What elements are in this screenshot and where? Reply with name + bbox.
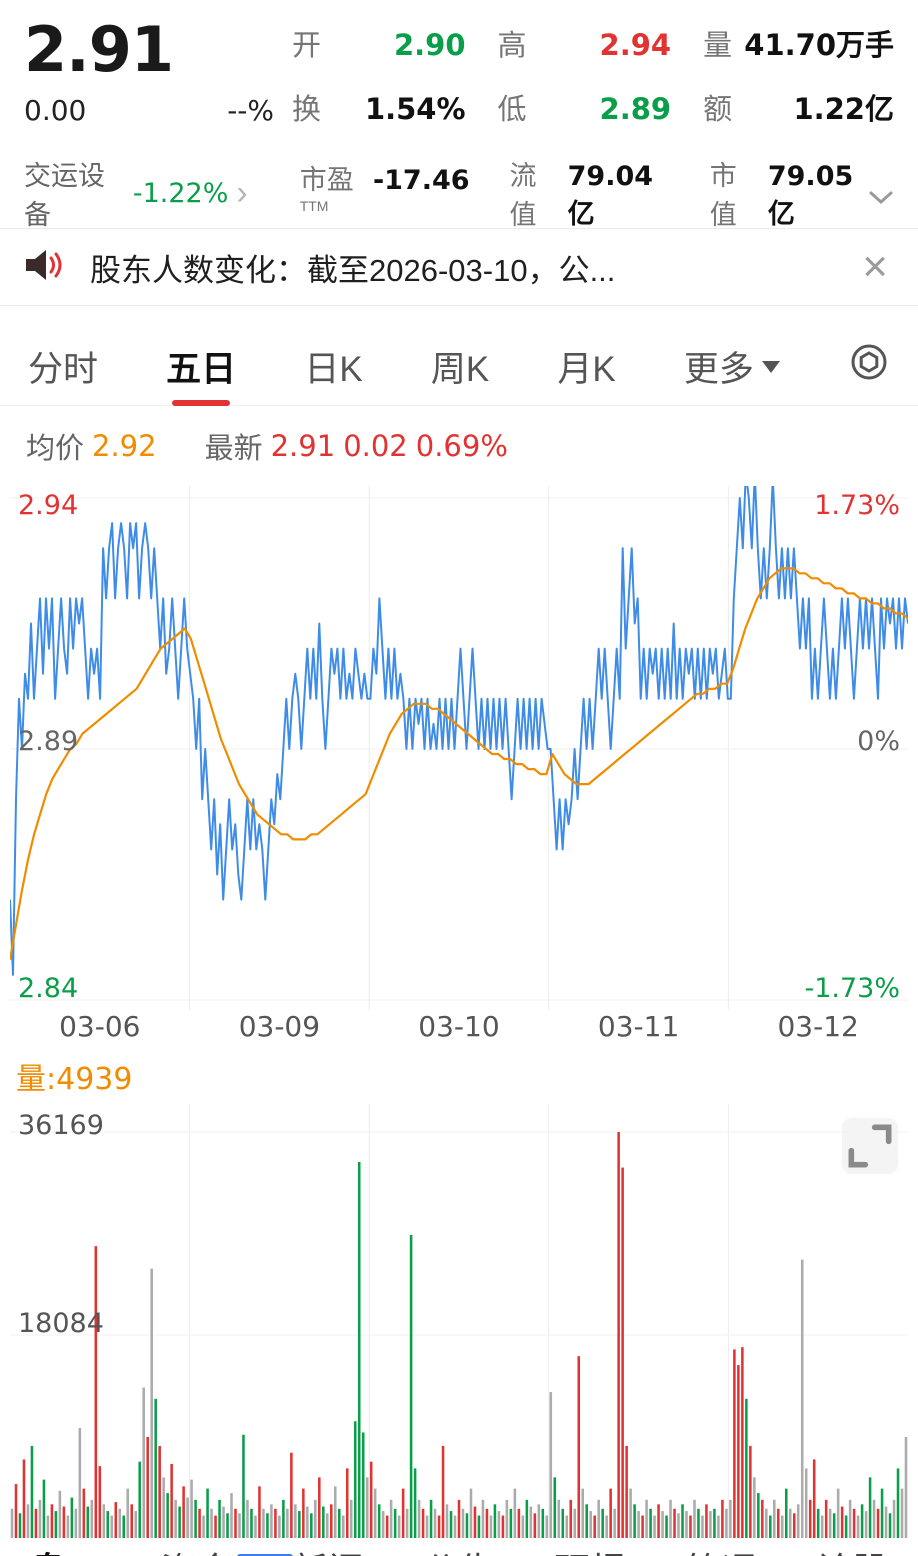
tab-more[interactable]: 更多 — [682, 327, 782, 406]
date-label: 03-09 — [238, 1010, 321, 1043]
y-axis-mid-pct-label: 0% — [857, 726, 900, 757]
close-icon[interactable]: × — [862, 242, 888, 291]
stat-high: 高 2.94 — [497, 28, 672, 62]
sector-link[interactable]: 交运设备 — [24, 161, 105, 230]
sector-change: -1.22% — [132, 177, 229, 209]
bottom-tab-news[interactable]: 新闻 — [292, 1540, 364, 1556]
stat-amount: 额 1.22亿 — [703, 92, 894, 126]
tab-daily-k[interactable]: 日K — [304, 350, 363, 389]
bottom-tab-profile[interactable]: 简况 — [685, 1540, 757, 1556]
date-label: 03-06 — [59, 1010, 141, 1043]
y-axis-mid-label: 2.89 — [18, 726, 79, 757]
last-price-pct: 0.69% — [415, 429, 508, 463]
five-day-price-chart[interactable]: 2.94 1.73% 2.89 0% 2.84 -1.73% — [10, 486, 908, 1010]
price-change-pct: --% — [227, 94, 274, 128]
last-price-change: 0.02 — [343, 429, 408, 463]
volume-max-label: 36169 — [18, 1110, 104, 1141]
stat-market-cap: 市值 79.05亿 — [709, 161, 854, 230]
bottom-tab-funds[interactable]: 资金 — [161, 1540, 233, 1556]
stat-open: 开 2.90 — [292, 28, 466, 62]
header-expand-chevron-icon[interactable] — [868, 174, 894, 213]
price-block: 2.91 0.00 --% — [24, 13, 292, 128]
date-label: 03-12 — [777, 1010, 859, 1043]
news-banner[interactable]: 股东人数变化：截至2026-03-10，公... × — [0, 228, 918, 306]
avg-price-label: 均价 — [26, 433, 85, 465]
last-price-value: 2.91 — [270, 429, 336, 463]
tab-five-day[interactable]: 五日 — [164, 327, 238, 406]
stat-turnover-rate: 换 1.54% — [292, 92, 466, 126]
bottom-tab-indicator — [237, 1554, 293, 1556]
stock-header: 2.91 0.00 --% 开 2.90 高 2.94 量 41.70万手 换 … — [0, 0, 918, 230]
volume-mid-label: 18084 — [18, 1308, 104, 1339]
chevron-right-icon[interactable]: › — [236, 174, 248, 212]
stat-low: 低 2.89 — [497, 92, 672, 126]
last-price-label: 最新 — [204, 433, 263, 465]
volume-chart[interactable]: 36169 18084 — [10, 1104, 908, 1538]
bottom-tab-order-book[interactable]: 盘口 — [30, 1540, 102, 1556]
chart-legend: 均价 2.92 最新 2.91 0.02 0.69% — [0, 406, 918, 486]
caret-down-icon — [761, 360, 780, 373]
price-change: 0.00 — [24, 94, 87, 128]
current-price: 2.91 — [24, 13, 174, 86]
date-label: 03-11 — [597, 1010, 680, 1043]
tab-minute[interactable]: 分时 — [28, 350, 99, 389]
x-axis-date-labels: 03-06 03-09 03-10 03-11 03-12 — [10, 1010, 908, 1048]
y-axis-low-pct-label: -1.73% — [804, 973, 900, 1004]
fullscreen-expand-icon[interactable] — [842, 1118, 898, 1174]
tab-monthly-k[interactable]: 月K — [557, 350, 616, 389]
stats-grid: 开 2.90 高 2.94 量 41.70万手 换 1.54% 低 2.89 额… — [292, 16, 894, 128]
period-tab-bar: 分时 五日 日K 周K 月K 更多 — [0, 328, 918, 406]
y-axis-high-label: 2.94 — [18, 490, 79, 521]
bottom-tab-announcements[interactable]: 公告 — [423, 1540, 495, 1556]
news-text[interactable]: 股东人数变化：截至2026-03-10，公... — [90, 252, 616, 288]
chart-settings-icon[interactable] — [846, 327, 892, 406]
speaker-icon — [24, 247, 64, 288]
stat-volume: 量 41.70万手 — [703, 28, 894, 62]
volume-legend: 量:4939 — [16, 1062, 133, 1097]
stat-float-cap: 流值 79.04亿 — [509, 161, 654, 230]
bottom-tab-research[interactable]: 研报 — [554, 1540, 626, 1556]
stat-pe: 市盈TTM -17.46 — [299, 165, 470, 214]
bottom-tab-diagnosis[interactable]: 诊股 — [816, 1540, 888, 1556]
y-axis-high-pct-label: 1.73% — [814, 490, 900, 521]
bottom-tab-bar: 盘口 资金 新闻 公告 研报 简况 诊股 — [0, 1538, 918, 1556]
avg-price-value: 2.92 — [92, 429, 157, 463]
y-axis-low-label: 2.84 — [18, 973, 79, 1004]
tab-weekly-k[interactable]: 周K — [430, 350, 490, 389]
date-label: 03-10 — [418, 1010, 500, 1043]
